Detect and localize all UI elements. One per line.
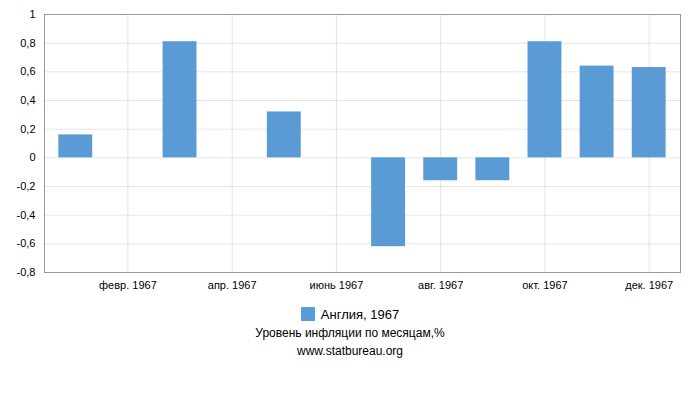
html-text:Англия, 1967: Англия, 1967 <box>320 306 400 322</box>
html-text:www.statbureau.org: www.statbureau.org <box>297 344 403 358</box>
svg-text:июнь 1967: июнь 1967 <box>310 279 364 291</box>
svg-text:1: 1 <box>29 8 35 20</box>
svg-text:апр. 1967: апр. 1967 <box>208 279 257 291</box>
html-text:Уровень инфляции по месяцам,%: Уровень инфляции по месяцам,% <box>255 326 445 340</box>
svg-text:0,4: 0,4 <box>20 94 35 106</box>
svg-text:0: 0 <box>29 151 35 163</box>
svg-text:0,2: 0,2 <box>20 123 35 135</box>
svg-text:авг. 1967: авг. 1967 <box>418 279 463 291</box>
svg-text:февр. 1967: февр. 1967 <box>99 279 157 291</box>
svg-text:-0,8: -0,8 <box>17 266 36 278</box>
svg-text:-0,6: -0,6 <box>17 237 36 249</box>
svg-text:дек. 1967: дек. 1967 <box>625 279 673 291</box>
svg-text:окт. 1967: окт. 1967 <box>522 279 567 291</box>
svg-text:-0,2: -0,2 <box>17 180 36 192</box>
svg-text:0,6: 0,6 <box>20 65 35 77</box>
svg-text:0,8: 0,8 <box>20 37 35 49</box>
svg-text:-0,4: -0,4 <box>17 209 36 221</box>
